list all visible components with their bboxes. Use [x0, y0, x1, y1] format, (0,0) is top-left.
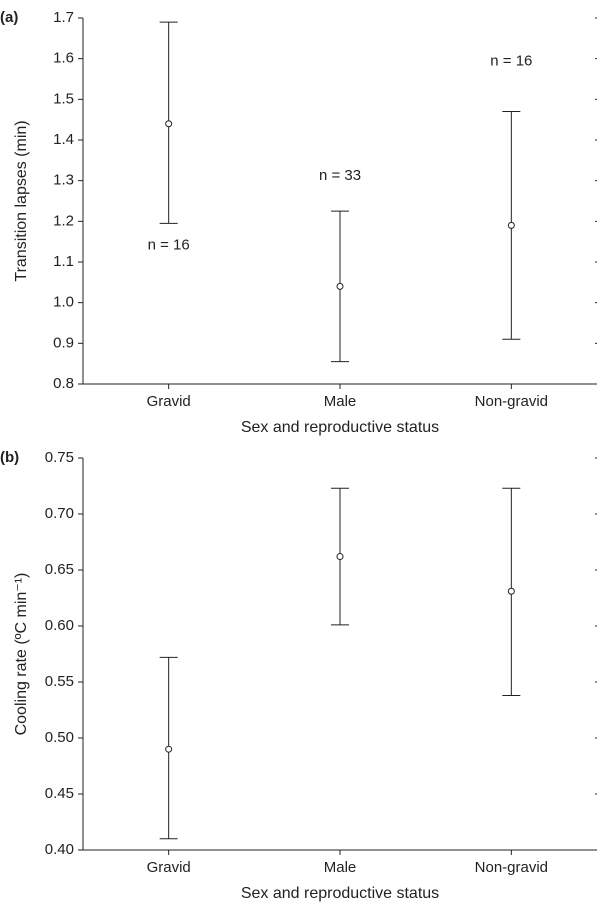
- y-tick-label: 0.60: [45, 617, 74, 634]
- y-tick-label: 0.65: [45, 561, 74, 578]
- x-tick-label: Gravid: [147, 859, 191, 876]
- mean-point: [336, 282, 344, 290]
- y-axis-title: Cooling rate (ºC min⁻¹): [13, 573, 30, 736]
- panel-label: (b): [0, 449, 19, 466]
- y-tick-label: 0.75: [45, 449, 74, 466]
- x-axis-title: Sex and reproductive status: [241, 419, 439, 436]
- y-tick-label: 1.1: [53, 253, 74, 270]
- x-tick-label: Non-gravid: [475, 393, 548, 410]
- x-tick-label: Male: [324, 393, 357, 410]
- y-tick-label: 0.8: [53, 375, 74, 392]
- y-tick-label: 1.0: [53, 294, 74, 311]
- y-tick-label: 0.45: [45, 785, 74, 802]
- annotation: n = 16: [490, 53, 532, 70]
- y-tick-label: 0.40: [45, 841, 74, 858]
- y-tick-label: 1.3: [53, 172, 74, 189]
- y-axis-title: Transition lapses (min): [13, 120, 30, 281]
- x-tick-label: Male: [324, 859, 357, 876]
- mean-point: [165, 120, 173, 128]
- mean-point: [165, 745, 173, 753]
- y-tick-label: 0.70: [45, 505, 74, 522]
- y-tick-label: 1.5: [53, 90, 74, 107]
- y-tick-label: 1.2: [53, 212, 74, 229]
- y-tick-label: 0.50: [45, 729, 74, 746]
- x-axis-title: Sex and reproductive status: [241, 885, 439, 902]
- y-tick-label: 0.9: [53, 334, 74, 351]
- y-tick-label: 1.4: [53, 131, 74, 148]
- x-tick-label: Gravid: [147, 393, 191, 410]
- y-tick-label: 1.7: [53, 9, 74, 26]
- annotation: n = 16: [148, 236, 190, 253]
- x-tick-label: Non-gravid: [475, 859, 548, 876]
- mean-point: [336, 553, 344, 561]
- mean-point: [507, 221, 515, 229]
- panel-label: (a): [0, 9, 18, 26]
- annotation: n = 33: [319, 167, 361, 184]
- y-tick-label: 0.55: [45, 673, 74, 690]
- y-tick-label: 1.6: [53, 50, 74, 67]
- mean-point: [507, 587, 515, 595]
